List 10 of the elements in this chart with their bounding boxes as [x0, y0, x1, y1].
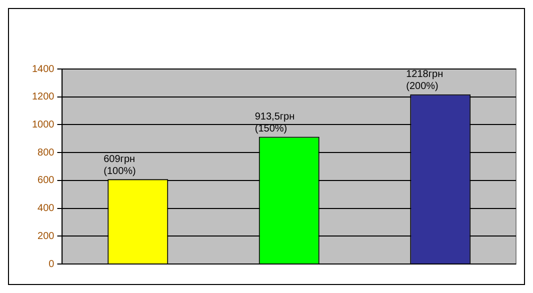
y-tick-label: 600: [38, 175, 55, 186]
y-tick-label: 400: [38, 203, 55, 214]
y-tick-label: 800: [38, 147, 55, 158]
y-tick-label: 1000: [32, 119, 55, 130]
y-tick-label: 1400: [32, 64, 55, 75]
data-label: 1218грн (200%): [406, 69, 444, 92]
y-tick-label: 0: [48, 258, 55, 270]
data-label: 609грн (100%): [104, 154, 136, 177]
y-tick-label: 200: [38, 230, 55, 242]
y-tick-label: 1200: [32, 92, 55, 103]
